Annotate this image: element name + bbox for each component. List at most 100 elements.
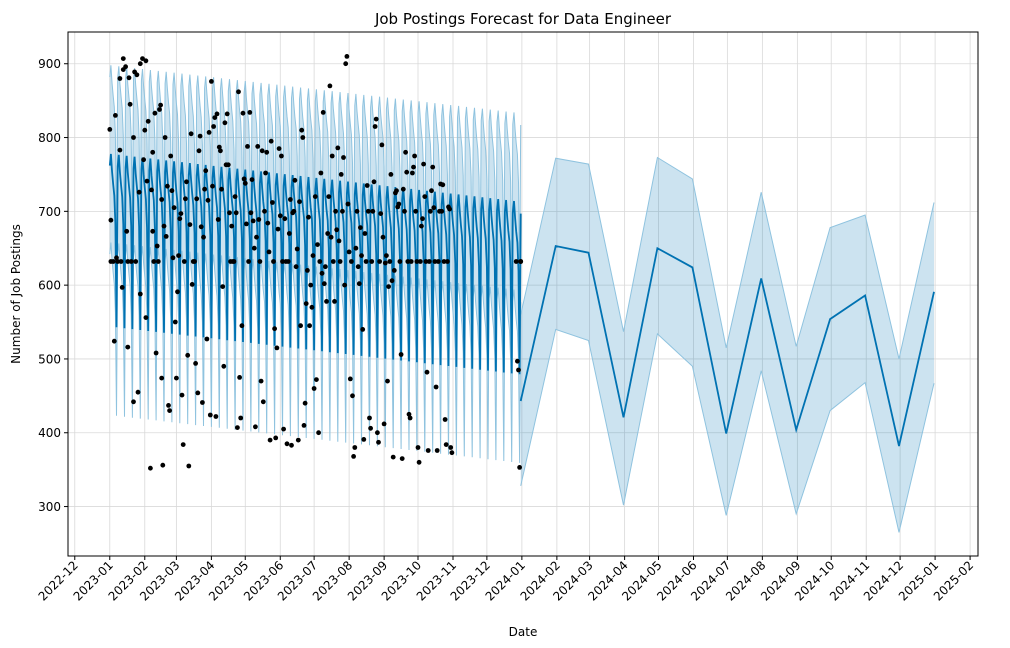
observed-point: [443, 442, 449, 447]
observed-point: [236, 89, 241, 95]
observed-point: [411, 164, 416, 170]
observed-point: [253, 424, 258, 430]
observed-point: [258, 378, 264, 384]
observed-point: [292, 177, 298, 183]
observed-point: [123, 64, 128, 70]
observed-point: [114, 255, 119, 261]
observed-point: [303, 301, 309, 306]
observed-point: [353, 245, 359, 251]
observed-point: [346, 249, 352, 255]
observed-point: [344, 54, 350, 59]
observed-point: [377, 259, 382, 264]
observed-point: [264, 149, 270, 155]
observed-point: [389, 278, 395, 284]
observed-point: [440, 182, 446, 188]
observed-point: [305, 268, 310, 273]
observed-point: [117, 76, 123, 81]
observed-point: [316, 430, 321, 436]
observed-point: [422, 194, 428, 200]
observed-point: [212, 115, 218, 120]
observed-point: [183, 196, 188, 202]
observed-point: [424, 369, 430, 375]
observed-point: [434, 448, 440, 453]
observed-point: [209, 79, 214, 84]
observed-point: [289, 442, 294, 448]
observed-point: [180, 442, 186, 447]
observed-point: [350, 393, 355, 399]
observed-point: [171, 205, 177, 211]
observed-point: [324, 299, 329, 304]
observed-point: [276, 146, 282, 152]
observed-point: [441, 259, 447, 264]
observed-point: [181, 259, 187, 264]
observed-point: [222, 120, 228, 126]
observed-point: [250, 218, 256, 224]
observed-point: [187, 222, 193, 228]
observed-point: [213, 414, 219, 419]
observed-point: [232, 194, 238, 200]
observed-point: [311, 386, 317, 391]
observed-point: [263, 170, 268, 176]
observed-point: [391, 268, 397, 273]
observed-point: [155, 259, 161, 264]
observed-point: [160, 462, 166, 468]
observed-point: [355, 264, 361, 270]
observed-point: [379, 142, 385, 148]
observed-point: [218, 148, 223, 154]
observed-point: [143, 315, 149, 320]
observed-point: [515, 358, 520, 364]
observed-point: [125, 344, 131, 350]
observed-point: [242, 180, 248, 186]
observed-point: [403, 149, 408, 155]
observed-point: [267, 437, 273, 443]
observed-point: [158, 102, 164, 108]
observed-point: [257, 259, 263, 264]
observed-point: [361, 437, 367, 442]
observed-point: [347, 376, 353, 382]
observed-point: [308, 282, 314, 288]
observed-point: [153, 350, 159, 356]
future-upper-bound: [520, 156, 935, 360]
observed-point: [119, 285, 125, 290]
observed-point: [137, 61, 143, 67]
observed-point: [399, 456, 405, 461]
y-tick-label: 300: [38, 500, 61, 514]
observed-point: [326, 194, 332, 200]
observed-points: [107, 54, 524, 471]
observed-point: [111, 338, 117, 344]
observed-point: [225, 162, 231, 168]
observed-point: [150, 228, 156, 234]
observed-point: [516, 367, 521, 373]
observed-point: [254, 234, 259, 240]
observed-point: [363, 259, 369, 264]
observed-point: [273, 435, 279, 441]
observed-point: [179, 392, 185, 398]
observed-point: [148, 465, 153, 471]
observed-point: [241, 176, 247, 182]
observed-point: [425, 448, 431, 453]
observed-point: [415, 445, 421, 450]
observed-point: [224, 111, 230, 117]
observed-point: [412, 153, 417, 159]
observed-point: [314, 377, 319, 382]
observed-point: [295, 437, 301, 443]
observed-point: [184, 179, 189, 185]
observed-point: [416, 459, 422, 465]
y-tick-label: 900: [38, 57, 61, 71]
observed-point: [274, 345, 280, 351]
observed-point: [367, 415, 372, 421]
observed-point: [131, 399, 136, 405]
observed-point: [384, 253, 389, 258]
observed-point: [126, 75, 132, 81]
observed-point: [414, 259, 420, 264]
observed-point: [195, 390, 201, 396]
observed-point: [335, 145, 341, 151]
observed-point: [233, 210, 239, 216]
observed-point: [288, 197, 293, 202]
observed-point: [211, 124, 217, 129]
observed-point: [120, 56, 126, 61]
observed-point: [152, 110, 158, 116]
observed-point: [144, 178, 150, 184]
observed-point: [294, 246, 300, 252]
observed-point: [407, 415, 413, 421]
